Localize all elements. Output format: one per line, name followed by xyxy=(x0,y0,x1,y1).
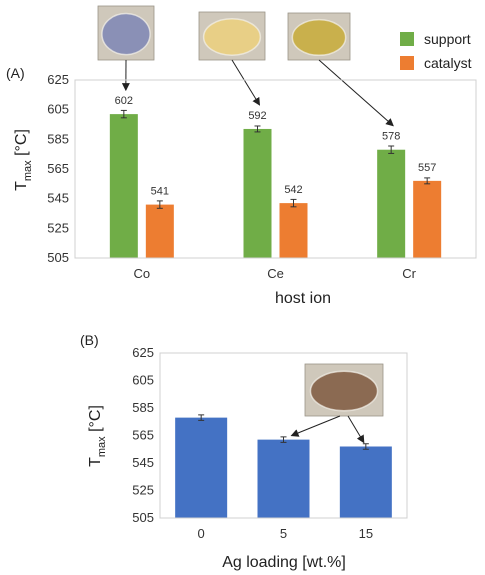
panel-b-photo-vial-rim xyxy=(309,370,379,412)
panel-a-ylabel-unit: [°C] xyxy=(13,129,30,160)
panel-a-bar-Cr-support xyxy=(377,149,406,258)
panel-a-error-bar-Ce-catalyst xyxy=(290,198,297,208)
panel-a-x-axis-title: host ion xyxy=(275,290,331,307)
panel-a-data-label-Cr-catalyst: 557 xyxy=(418,162,436,174)
panel-b-error-bar-15 xyxy=(362,443,369,450)
panel-a-label: (A) xyxy=(6,65,25,81)
panel-b-arrow-5 xyxy=(290,415,341,437)
panel-b-plot-frame xyxy=(159,352,408,519)
panel-a-data-label-Cr-support: 578 xyxy=(382,131,400,143)
svg-text:Tmax [°C]: Tmax [°C] xyxy=(13,129,34,191)
panel-a-ytick-label: 525 xyxy=(47,220,69,235)
legend-swatch-support xyxy=(400,32,414,46)
panel-b-bar-0 xyxy=(175,417,228,518)
legend-item-support: support xyxy=(400,31,471,47)
panel-b-ylabel-unit: [°C] xyxy=(87,405,104,436)
panel-a-ytick-label: 625 xyxy=(47,72,69,87)
legend-item-catalyst: catalyst xyxy=(400,55,472,71)
panel-b-error-bar-5 xyxy=(280,436,287,443)
panel-a-ytick-label: 605 xyxy=(47,102,69,117)
panel-a-data-label-Co-catalyst: 541 xyxy=(151,186,169,198)
panel-a-photo-Cr-sample xyxy=(292,19,346,56)
legend-swatch-catalyst xyxy=(400,56,414,70)
legend-label-support: support xyxy=(424,31,471,47)
panel-b-ticks: 505 525 545 565 585 605 625 0 5 15 xyxy=(132,345,408,541)
panel-a-ticks: 505 525 545 565 585 605 625 Co Ce Cr xyxy=(47,72,477,281)
panel-b-photo xyxy=(304,363,384,417)
panel-a-arrow-Cr xyxy=(318,59,394,127)
panel-a-data-label-Co-support: 602 xyxy=(115,95,133,107)
panel-b-label: (B) xyxy=(80,332,99,348)
panel-b-ylabel-sub: max xyxy=(96,436,108,457)
panel-b-ytick-label: 545 xyxy=(132,455,154,470)
panel-b-bars xyxy=(175,414,392,518)
panel-b-xtick-label-15: 15 xyxy=(359,526,373,541)
panel-a-bars: 602 592 578 541 542 557 xyxy=(109,95,442,258)
panel-a-bar-Ce-catalyst xyxy=(279,203,308,258)
panel-a-ytick-label: 565 xyxy=(47,161,69,176)
panel-a-plot-frame xyxy=(74,79,477,259)
panel-a-bar-Co-support xyxy=(109,114,138,258)
panel-a-error-bar-Co-catalyst xyxy=(156,200,163,209)
panel-a-error-bar-Ce-support xyxy=(254,125,261,133)
svg-text:Tmax [°C]: Tmax [°C] xyxy=(87,405,108,467)
panel-a-xtick-label-Co: Co xyxy=(134,266,151,281)
panel-a-arrow-Ce xyxy=(231,59,261,106)
panel-a-photo-Ce xyxy=(198,11,266,61)
panel-b-x-axis-title: Ag loading [wt.%] xyxy=(222,554,346,571)
panel-a-ylabel-main: T xyxy=(13,181,30,191)
panel-b-bar-15 xyxy=(339,446,392,518)
panel-b-bar-5 xyxy=(257,439,310,518)
panel-a-y-axis-title: Tmax [°C] xyxy=(13,129,34,191)
panel-a-bar-Cr-catalyst xyxy=(413,180,442,258)
panel-b-ytick-label: 625 xyxy=(132,345,154,360)
panel-b-error-bar-0 xyxy=(198,414,205,421)
panel-b-arrow-15 xyxy=(347,415,365,444)
panel-a-photo-Co-sample xyxy=(101,13,151,55)
panel-a-xtick-label-Ce: Ce xyxy=(267,266,284,281)
panel-a-data-label-Ce-support: 592 xyxy=(248,110,266,122)
panel-b-photos xyxy=(304,363,384,417)
panel-a-error-bar-Cr-support xyxy=(388,145,395,154)
panel-b-ytick-label: 525 xyxy=(132,483,154,498)
panel-a-ytick-label: 585 xyxy=(47,131,69,146)
panel-b-ytick-label: 585 xyxy=(132,400,154,415)
panel-a-photos xyxy=(97,5,351,61)
panel-b-ytick-label: 505 xyxy=(132,510,154,525)
panel-a-error-bar-Co-support xyxy=(120,109,127,119)
panel-a-photo-Ce-vial-rim xyxy=(202,17,262,56)
panel-b-arrows xyxy=(290,415,365,444)
panel-a-legend: support catalyst xyxy=(400,31,472,71)
panel-a-photo-Co-vial-rim xyxy=(101,12,151,56)
panel-a-bar-Ce-support xyxy=(243,128,272,258)
panel-a-arrows xyxy=(121,59,394,127)
panel-b-ylabel-main: T xyxy=(87,457,104,467)
panel-a-ylabel-sub: max xyxy=(22,160,34,181)
panel-a-xtick-label-Cr: Cr xyxy=(402,266,416,281)
panel-b-xtick-label-5: 5 xyxy=(280,526,287,541)
panel-a-data-label-Ce-catalyst: 542 xyxy=(284,184,302,196)
panel-a-photo-Cr xyxy=(287,12,351,61)
panel-b-ytick-label: 605 xyxy=(132,373,154,388)
panel-a-ytick-label: 545 xyxy=(47,191,69,206)
panel-b-ytick-label: 565 xyxy=(132,428,154,443)
panel-a-photo-Cr-vial-rim xyxy=(291,18,347,57)
panel-b-photo-sample xyxy=(310,371,378,411)
panel-b-xtick-label-0: 0 xyxy=(198,526,205,541)
panel-a-photo-Ce-sample xyxy=(203,18,261,56)
panel-a-ytick-label: 505 xyxy=(47,250,69,265)
panel-b-y-axis-title: Tmax [°C] xyxy=(87,405,108,467)
panel-a-photo-Co xyxy=(97,5,155,61)
panel-a-bar-Co-catalyst xyxy=(145,204,174,258)
legend-label-catalyst: catalyst xyxy=(424,55,472,71)
panel-a-error-bar-Cr-catalyst xyxy=(424,177,431,185)
